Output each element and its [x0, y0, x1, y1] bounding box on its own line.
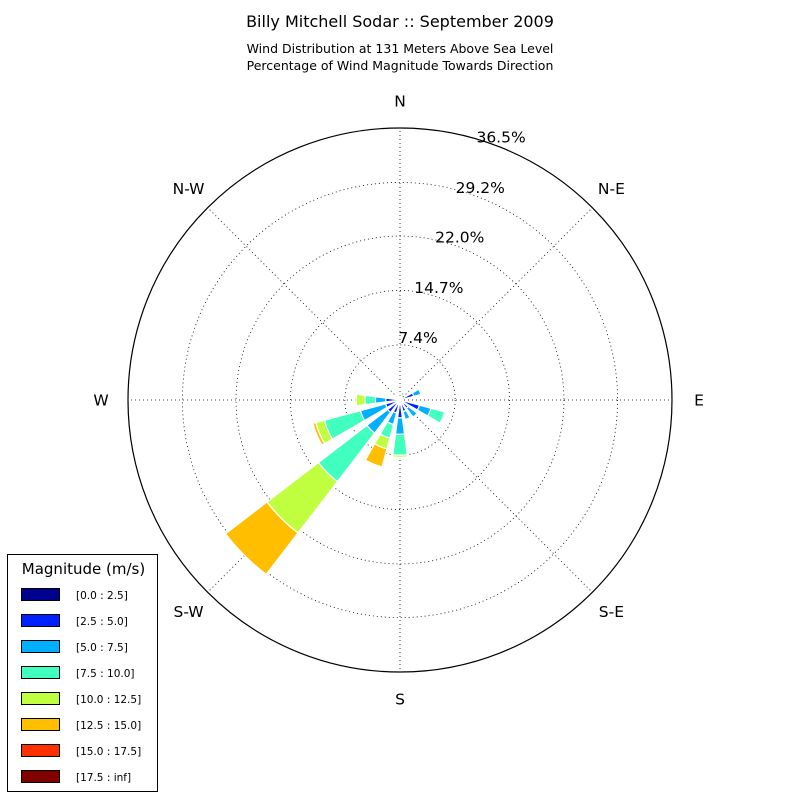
direction-label: S-E	[599, 603, 624, 621]
legend-label: [5.0 : 7.5]	[76, 642, 128, 654]
legend-swatch	[21, 718, 60, 731]
legend-label: [12.5 : 15.0]	[76, 720, 142, 732]
windrose-bars	[224, 388, 446, 576]
direction-label: S-W	[174, 603, 204, 621]
legend-label: [17.5 : inf]	[76, 772, 132, 784]
outer-circle	[127, 127, 673, 673]
legend-swatch	[21, 640, 60, 653]
chart-title: Billy Mitchell Sodar :: September 2009	[246, 12, 554, 31]
legend-swatch	[21, 744, 60, 757]
wind-bar-segment	[411, 388, 422, 398]
grid-ring	[344, 344, 456, 456]
direction-label: E	[694, 392, 704, 410]
chart-subtitle-line-2: Percentage of Wind Magnitude Towards Dir…	[246, 58, 554, 73]
wind-bar-segment	[224, 501, 299, 576]
direction-label: W	[93, 392, 108, 410]
radial-tick-label: 29.2%	[456, 179, 505, 197]
radial-tick-label: 36.5%	[476, 129, 525, 147]
wind-bar-segment	[374, 396, 387, 404]
wind-bar-segment	[400, 391, 405, 397]
direction-label: N-E	[598, 180, 625, 198]
legend-label: [10.0 : 12.5]	[76, 694, 142, 706]
legend-label: [2.5 : 5.0]	[76, 616, 128, 628]
wind-bar-segment	[364, 394, 377, 406]
direction-label: N-W	[173, 180, 205, 198]
radial-tick-label: 7.4%	[398, 329, 437, 347]
wind-bar-segment	[394, 417, 406, 435]
legend: Magnitude (m/s) [0.0 : 2.5] [2.5 : 5.0] …	[7, 554, 158, 792]
wind-bar-segment	[312, 421, 326, 446]
wind-bar-segment	[395, 395, 400, 400]
radial-tick-label: 14.7%	[414, 279, 463, 297]
legend-title: Magnitude (m/s)	[21, 560, 146, 578]
wind-bar-segment	[391, 453, 409, 458]
legend-label: [15.0 : 17.5]	[76, 746, 142, 758]
wind-bar-segment	[364, 443, 388, 468]
grid-spoke	[399, 399, 593, 593]
grid-spoke	[207, 207, 401, 401]
wind-bar-segment	[392, 433, 408, 456]
legend-swatch	[21, 770, 60, 783]
wind-bar-segment	[426, 407, 446, 424]
chart-subtitle-line-1: Wind Distribution at 131 Meters Above Se…	[246, 41, 554, 56]
legend-swatch	[21, 692, 60, 705]
legend-label: [7.5 : 10.0]	[76, 668, 135, 680]
grid-ring	[235, 235, 565, 565]
grid-spoke	[399, 207, 593, 401]
polar-grid	[127, 127, 673, 673]
grid-ring	[181, 181, 619, 619]
wind-bar-segment	[402, 409, 411, 421]
wind-bar-segment	[401, 392, 415, 400]
legend-swatch	[21, 588, 60, 601]
legend-swatch	[21, 614, 60, 627]
direction-label: N	[394, 93, 406, 111]
wind-bar-segment	[355, 393, 366, 407]
legend-swatch	[21, 666, 60, 679]
radial-tick-label: 22.0%	[435, 229, 484, 247]
wind-bar-segment	[405, 405, 418, 418]
direction-label: S	[395, 691, 405, 709]
polar-labels: 7.4% 14.7% 22.0% 29.2% 36.5% N N-E E S-E S S-W W N-W	[93, 93, 704, 709]
legend-label: [0.0 : 2.5]	[76, 590, 128, 602]
